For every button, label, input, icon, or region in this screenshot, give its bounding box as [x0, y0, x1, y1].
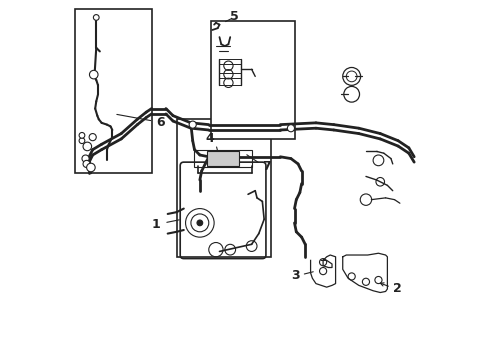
Circle shape	[79, 138, 84, 144]
Circle shape	[79, 132, 84, 138]
Text: 7: 7	[262, 160, 270, 173]
Text: 3: 3	[291, 269, 299, 282]
Circle shape	[83, 142, 91, 151]
Circle shape	[89, 134, 96, 141]
Text: 4: 4	[205, 132, 214, 145]
Circle shape	[86, 163, 95, 172]
Circle shape	[83, 160, 90, 167]
Circle shape	[197, 220, 203, 226]
Circle shape	[189, 121, 196, 128]
FancyBboxPatch shape	[210, 21, 294, 139]
Circle shape	[287, 125, 294, 132]
Text: 5: 5	[230, 10, 239, 23]
Text: 1: 1	[151, 218, 160, 231]
Circle shape	[82, 155, 89, 162]
FancyBboxPatch shape	[206, 152, 239, 166]
Text: 2: 2	[392, 283, 401, 296]
FancyBboxPatch shape	[75, 9, 151, 173]
Text: 6: 6	[156, 116, 164, 129]
Circle shape	[93, 15, 99, 20]
FancyBboxPatch shape	[176, 119, 271, 257]
Circle shape	[89, 70, 98, 79]
